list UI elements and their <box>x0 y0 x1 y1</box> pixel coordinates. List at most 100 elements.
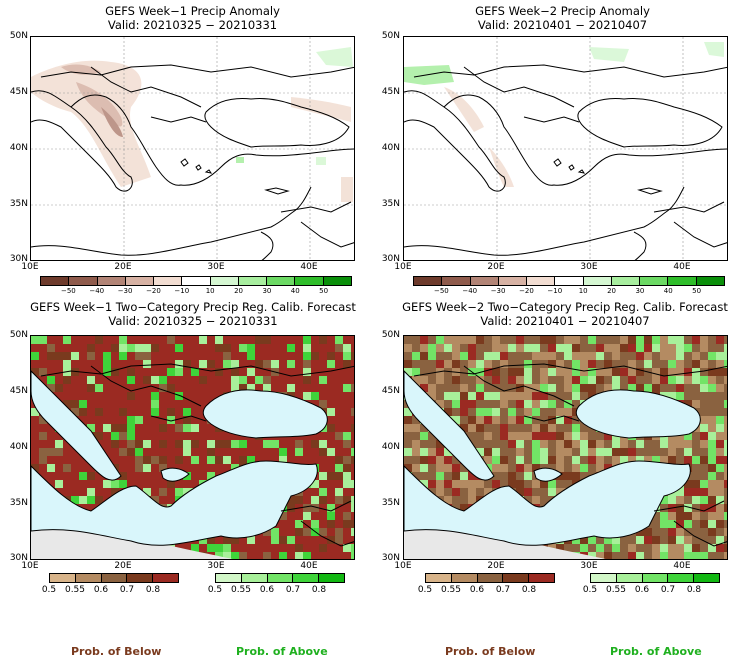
anomaly-swatch <box>498 277 528 285</box>
probability-swatch <box>216 574 242 582</box>
anomaly-swatch <box>555 277 584 285</box>
probability-tick-label: 0.7 <box>660 585 676 595</box>
anomaly-tick-label: 30 <box>635 287 645 295</box>
probability-swatch <box>616 574 643 582</box>
panel4-lon-30: 30E <box>580 561 598 571</box>
panel2-title: GEFS Week−2 Precip Anomaly <box>475 4 650 18</box>
panel1-lat-40: 40N <box>9 143 28 153</box>
panel1-lon-40: 40E <box>300 262 318 272</box>
anomaly-tick-label: 50 <box>692 287 702 295</box>
anomaly-swatch <box>295 277 324 285</box>
panel1-lon-20: 20E <box>114 262 132 272</box>
probability-tick-label: 0.6 <box>634 585 650 595</box>
anomaly-tick-label: −30 <box>117 287 133 295</box>
aegean-sea <box>160 467 190 482</box>
probability-tick-label: 0.5 <box>582 585 598 595</box>
panel4-title: GEFS Week−2 Two−Category Precip Reg. Cal… <box>402 300 728 314</box>
anomaly-tick-label: 50 <box>319 287 329 295</box>
anomaly-tick-label: −50 <box>60 287 76 295</box>
probability-tick-label: 0.55 <box>230 585 252 595</box>
probability-tick-label: 0.55 <box>440 585 462 595</box>
panel4-lon-40: 40E <box>673 561 691 571</box>
anomaly-tick-label: 20 <box>234 287 243 295</box>
black-sea <box>575 389 701 439</box>
probability-swatch <box>267 574 294 582</box>
anomaly-swatch <box>125 277 155 285</box>
probability-swatch <box>75 574 102 582</box>
anomaly-swatch <box>640 277 669 285</box>
probability-tick-label: 0.5 <box>417 585 433 595</box>
panel2-lon-20: 20E <box>487 262 505 272</box>
panel2-gridlines <box>404 37 727 260</box>
anomaly-swatch <box>154 277 183 285</box>
anomaly-tick-label: −40 <box>89 287 105 295</box>
panel2-map[interactable] <box>403 36 728 261</box>
panel2-lon-30: 30E <box>580 262 598 272</box>
panel2-anomaly-shading <box>404 42 724 187</box>
panel3-below-colorbar <box>49 573 179 583</box>
legend-above-left: Prob. of Above <box>236 645 328 658</box>
anomaly-swatch <box>668 277 697 285</box>
anomaly-swatch <box>583 277 612 285</box>
anomaly-swatch <box>414 277 443 285</box>
probability-tick-label: 0.7 <box>495 585 511 595</box>
legend-below-right: Prob. of Below <box>445 645 536 658</box>
anomaly-swatch <box>442 277 471 285</box>
panel2-lat-35: 35N <box>381 199 400 209</box>
country-borders <box>413 363 727 547</box>
panel4-map[interactable] <box>403 335 728 560</box>
probability-map-svg <box>404 336 727 559</box>
probability-swatch <box>50 574 76 582</box>
legend-below-left: Prob. of Below <box>71 645 162 658</box>
panel2-map-svg <box>404 37 727 260</box>
panel2-anomaly-colorbar <box>413 276 725 286</box>
anomaly-tick-label: 10 <box>578 287 588 295</box>
anomaly-tick-label: −10 <box>547 287 563 295</box>
panel2-lon-40: 40E <box>673 262 691 272</box>
probability-tick-label: 0.7 <box>119 585 135 595</box>
probability-swatch <box>503 574 530 582</box>
panel2-lon-10: 10E <box>394 262 412 272</box>
panel1-lon-10: 10E <box>21 262 39 272</box>
probability-swatch <box>694 574 719 582</box>
panel4-lon-20: 20E <box>487 561 505 571</box>
panel4-lat-30: 30N <box>381 553 400 563</box>
anomaly-swatch <box>470 277 499 285</box>
panel1-valid: Valid: 20210325 − 20210331 <box>107 18 278 32</box>
anomaly-tick-label: −20 <box>146 287 161 295</box>
panel3-lat-30: 30N <box>9 553 28 563</box>
panel3-lon-40: 40E <box>300 561 318 571</box>
probability-tick-label: 0.55 <box>64 585 86 595</box>
probability-swatch <box>153 574 178 582</box>
panel3-lat-50: 50N <box>9 330 28 340</box>
probability-swatch <box>529 574 554 582</box>
panel2-lat-30: 30N <box>381 254 400 264</box>
panel1-anomaly-shading <box>31 47 353 202</box>
panel3-title: GEFS Week−1 Two−Category Precip Reg. Cal… <box>30 300 356 314</box>
anomaly-tick-label: −30 <box>490 287 506 295</box>
anomaly-swatch <box>267 277 296 285</box>
anomaly-swatch <box>323 277 351 285</box>
country-borders <box>40 363 354 547</box>
anomaly-tick-label: −10 <box>174 287 190 295</box>
probability-swatch <box>451 574 478 582</box>
panel3-lat-40: 40N <box>9 442 28 452</box>
aegean-sea <box>533 467 563 482</box>
panel2-lat-40: 40N <box>381 143 400 153</box>
anomaly-tick-label: 20 <box>607 287 616 295</box>
panel3-map[interactable] <box>30 335 355 560</box>
anomaly-swatch <box>696 277 724 285</box>
panel1-map[interactable] <box>30 36 355 261</box>
probability-tick-label: 0.6 <box>469 585 485 595</box>
probability-swatch <box>127 574 154 582</box>
panel4-above-colorbar <box>590 573 720 583</box>
probability-swatch <box>101 574 128 582</box>
anomaly-swatch <box>182 277 211 285</box>
no-data-region <box>31 529 233 559</box>
panel3-lon-30: 30E <box>207 561 225 571</box>
probability-tick-label: 0.5 <box>41 585 57 595</box>
panel2-coastlines <box>404 64 727 260</box>
probability-tick-label: 0.8 <box>145 585 161 595</box>
panel1-lat-45: 45N <box>9 87 28 97</box>
probability-tick-label: 0.6 <box>93 585 109 595</box>
